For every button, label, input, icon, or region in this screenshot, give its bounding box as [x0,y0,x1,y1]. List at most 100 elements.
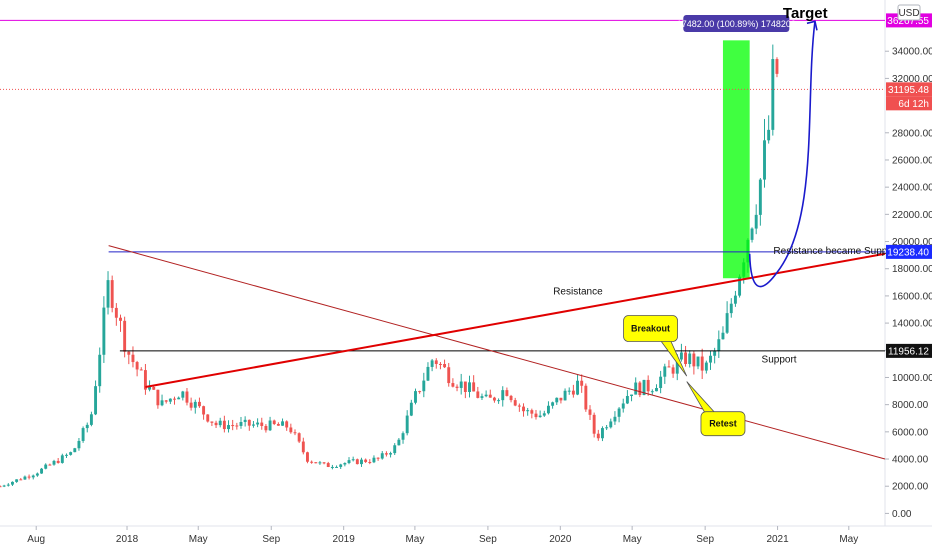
candle-body [389,453,393,455]
candle-body [360,459,363,465]
y-tick-label: 10000.00 [892,373,932,384]
candle-body [580,380,584,386]
y-tick-label: 4000.00 [892,455,929,466]
candle-body [339,464,343,467]
candle-body [185,391,189,403]
candle-body [733,295,737,304]
candle-body [767,129,771,141]
candle-body [729,303,733,314]
candle-body [409,402,413,416]
y-tick-label: 8000.00 [892,400,929,411]
x-tick-label: 2020 [549,534,572,545]
candle-body [700,356,704,371]
candle-body [480,396,484,398]
candle-body [214,422,218,426]
candle-body [484,394,488,397]
candle-body [667,366,671,368]
time-axis[interactable]: Aug 2018 May Sep 2019 May Sep 2020 May Sep 2021 May [27,526,858,545]
candle-body [347,460,351,464]
candle-body [725,313,729,333]
candle-body [11,481,14,485]
candle-body [110,280,114,308]
candle-body [738,276,742,296]
candle-body [330,466,334,468]
candle-body [177,397,181,400]
countdown-label: 6d 12h [898,99,929,110]
candle-body [509,395,513,401]
candle-body [438,363,442,365]
candle-body [256,422,260,425]
candle-body [588,409,592,415]
candle-body [102,307,106,355]
candle-body [210,421,214,423]
candle-body [634,382,638,395]
y-tick-label: 32000.00 [892,74,932,85]
candle-body [513,400,517,406]
retest-box [700,411,746,437]
candle-body [455,386,459,388]
candle-body [89,414,93,425]
candle-body [156,389,160,406]
candle-body [655,387,658,392]
resistance-annotation: Resistance [553,287,603,298]
y-tick-label: 6000.00 [892,427,929,438]
y-tick-label: 28000.00 [892,128,932,139]
breakout-label: Breakout [631,324,670,334]
candle-body [613,416,617,422]
candle-body [181,391,185,398]
target-annotation: Target [783,5,828,22]
candle-body [310,461,314,463]
candle-body [601,428,604,439]
candle-body [775,59,779,74]
candle-body [114,307,118,318]
candle-body [713,350,717,356]
candle-body [517,405,521,407]
candle-body [671,367,675,374]
candle-body [675,359,679,374]
candle-body [127,351,131,355]
candle-body [15,479,19,482]
target-price-label: 36267.55 [887,16,929,27]
candle-body [247,419,251,426]
candle-body [688,353,692,365]
candle-body [106,280,110,308]
candle-body [638,382,642,396]
y-tick-label: 0.00 [892,509,912,520]
candle-body [343,463,347,465]
candle-body [646,379,650,392]
candle-body [426,366,430,381]
x-tick-label: Sep [262,534,280,545]
candle-body [401,433,405,440]
candle-body [289,427,293,433]
candle-body [197,401,201,407]
candle-body [260,422,264,426]
candle-body [272,420,276,424]
candle-body [164,400,168,402]
candle-body [696,356,700,367]
x-tick-label: May [189,534,208,545]
candle-body [505,390,509,396]
candle-body [538,415,542,418]
x-tick-label: May [839,534,858,545]
candle-body [501,390,505,401]
candle-body [567,390,571,392]
support-price-label-bg [886,343,932,358]
candle-body [139,369,143,371]
candle-body [621,403,625,409]
candle-body [276,423,280,426]
candle-body [434,360,438,364]
candle-body [542,413,546,416]
currency-badge[interactable] [897,4,921,21]
candle-body [81,428,85,441]
ascending-resistance-trendline [145,252,886,388]
candle-body [143,370,147,390]
candle-body [65,454,68,456]
candle-body [684,352,688,365]
candle-body [0,486,2,488]
candle-body [546,405,550,414]
candle-body [69,452,73,455]
y-tick-label: 16000.00 [892,291,932,302]
candle-body [326,463,330,467]
